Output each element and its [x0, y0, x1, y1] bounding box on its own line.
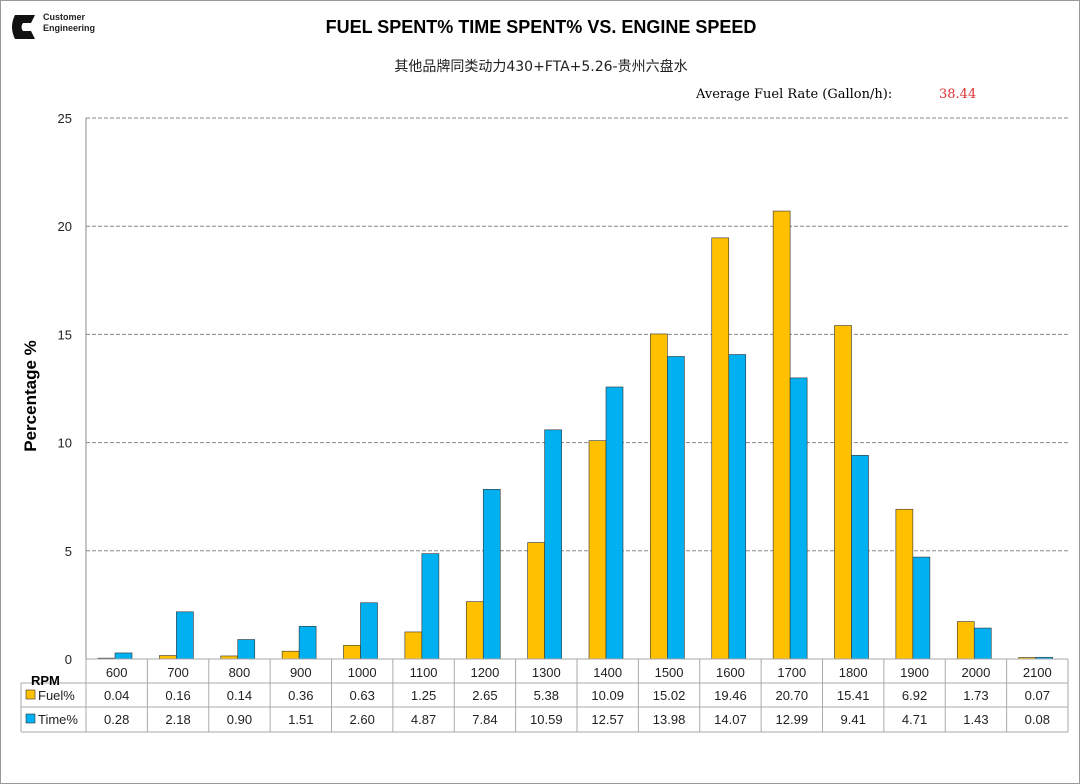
bar-time [421, 553, 440, 660]
table-cell: 10.59 [530, 712, 563, 727]
table-cell: 12.57 [591, 712, 624, 727]
bar-time [114, 652, 133, 660]
table-cell: 0.16 [165, 688, 190, 703]
table-cell: 1.25 [411, 688, 436, 703]
table-cell: 15.41 [837, 688, 870, 703]
table-cell: 0.14 [227, 688, 252, 703]
bar-fuel [834, 325, 852, 660]
bar-time [667, 356, 685, 660]
logo-line1: Customer [43, 12, 86, 22]
bar-time [298, 626, 317, 660]
bar-time [851, 455, 869, 660]
table-cell: 4.87 [411, 712, 436, 727]
bar-time [789, 377, 808, 660]
table-cell: 14.07 [714, 712, 747, 727]
table-cell: 1.51 [288, 712, 313, 727]
x-tick-label: 1500 [655, 665, 684, 680]
bar-fuel [343, 645, 361, 660]
table-cell: 5.38 [534, 688, 559, 703]
table-cell: 6.92 [902, 688, 927, 703]
table-cell: 2.18 [165, 712, 190, 727]
table-cell: 0.04 [104, 688, 129, 703]
bar-fuel [650, 333, 668, 660]
bar-fuel [159, 655, 177, 660]
avg-fuel-rate-label: Average Fuel Rate (Gallon/h): [696, 87, 893, 102]
table-cell: 10.09 [591, 688, 624, 703]
y-tick-label: 15 [58, 327, 72, 342]
x-tick-label: 1800 [839, 665, 868, 680]
bar-time [728, 354, 747, 660]
bar-fuel [281, 650, 300, 660]
x-tick-label: 1100 [410, 665, 438, 680]
table-cell: 0.36 [288, 688, 313, 703]
bar-fuel [895, 508, 914, 660]
logo-line2: Engineering [43, 23, 96, 33]
legend-label: Fuel% [38, 688, 75, 703]
table-cell: 0.08 [1025, 712, 1050, 727]
y-tick-label: 5 [65, 544, 72, 559]
table-cell: 15.02 [653, 688, 686, 703]
x-tick-label: 2000 [961, 665, 990, 680]
x-tick-label: 1700 [777, 665, 806, 680]
bar-fuel [404, 631, 423, 660]
table-cell: 13.98 [653, 712, 686, 727]
bar-time [482, 489, 501, 660]
table-cell: 1.43 [963, 712, 988, 727]
bar-time [544, 429, 562, 660]
bar-fuel [772, 210, 791, 660]
legend-label: Time% [38, 712, 78, 727]
table-cell: 0.07 [1025, 688, 1050, 703]
table-cell: 20.70 [776, 688, 809, 703]
x-tick-label: 1000 [348, 665, 377, 680]
bar-fuel [588, 440, 607, 660]
table-cell: 7.84 [472, 712, 497, 727]
x-tick-label: 1400 [593, 665, 622, 680]
table-cell: 19.46 [714, 688, 747, 703]
x-tick-label: 1900 [900, 665, 929, 680]
bar-time [360, 602, 378, 660]
table-cell: 9.41 [841, 712, 866, 727]
bar-time [912, 556, 931, 660]
table-cell: 2.60 [350, 712, 375, 727]
table-cell: 0.63 [350, 688, 375, 703]
x-tick-label: 1300 [532, 665, 561, 680]
legend-swatch [25, 689, 36, 700]
y-tick-label: 20 [58, 219, 72, 234]
chart-subtitle: 其他品牌同类动力430+FTA+5.26-贵州六盘水 [394, 59, 688, 75]
bar-fuel [527, 542, 545, 660]
cummins-logo [12, 15, 35, 39]
table-cell: 0.90 [227, 712, 252, 727]
x-tick-label: 900 [290, 665, 312, 680]
table-cell: 2.65 [472, 688, 497, 703]
table-cell: 12.99 [776, 712, 809, 727]
x-tick-label: 1200 [470, 665, 499, 680]
bar-fuel [465, 601, 484, 660]
chart-title: FUEL SPENT% TIME SPENT% VS. ENGINE SPEED [325, 17, 757, 37]
x-tick-label: 1600 [716, 665, 745, 680]
bar-time [973, 627, 992, 660]
table-cell: 1.73 [963, 688, 988, 703]
y-tick-label: 0 [65, 652, 72, 667]
x-tick-label: 700 [167, 665, 189, 680]
bar-time [605, 386, 624, 660]
bar-fuel [711, 237, 730, 660]
x-tick-label: 2100 [1023, 665, 1052, 680]
x-tick-label: 800 [229, 665, 251, 680]
bar-time [176, 611, 194, 660]
bar-time [237, 639, 256, 660]
y-tick-label: 10 [58, 436, 72, 451]
avg-fuel-rate-value: 38.44 [939, 87, 977, 102]
table-cell: 4.71 [902, 712, 927, 727]
x-axis-label: RPM [31, 673, 60, 688]
legend-swatch [25, 713, 36, 724]
logo-text: Customer Engineering [43, 12, 95, 34]
bar-fuel [956, 621, 975, 660]
y-tick-label: 25 [58, 111, 72, 126]
x-tick-label: 600 [106, 665, 128, 680]
table-cell: 0.28 [104, 712, 129, 727]
